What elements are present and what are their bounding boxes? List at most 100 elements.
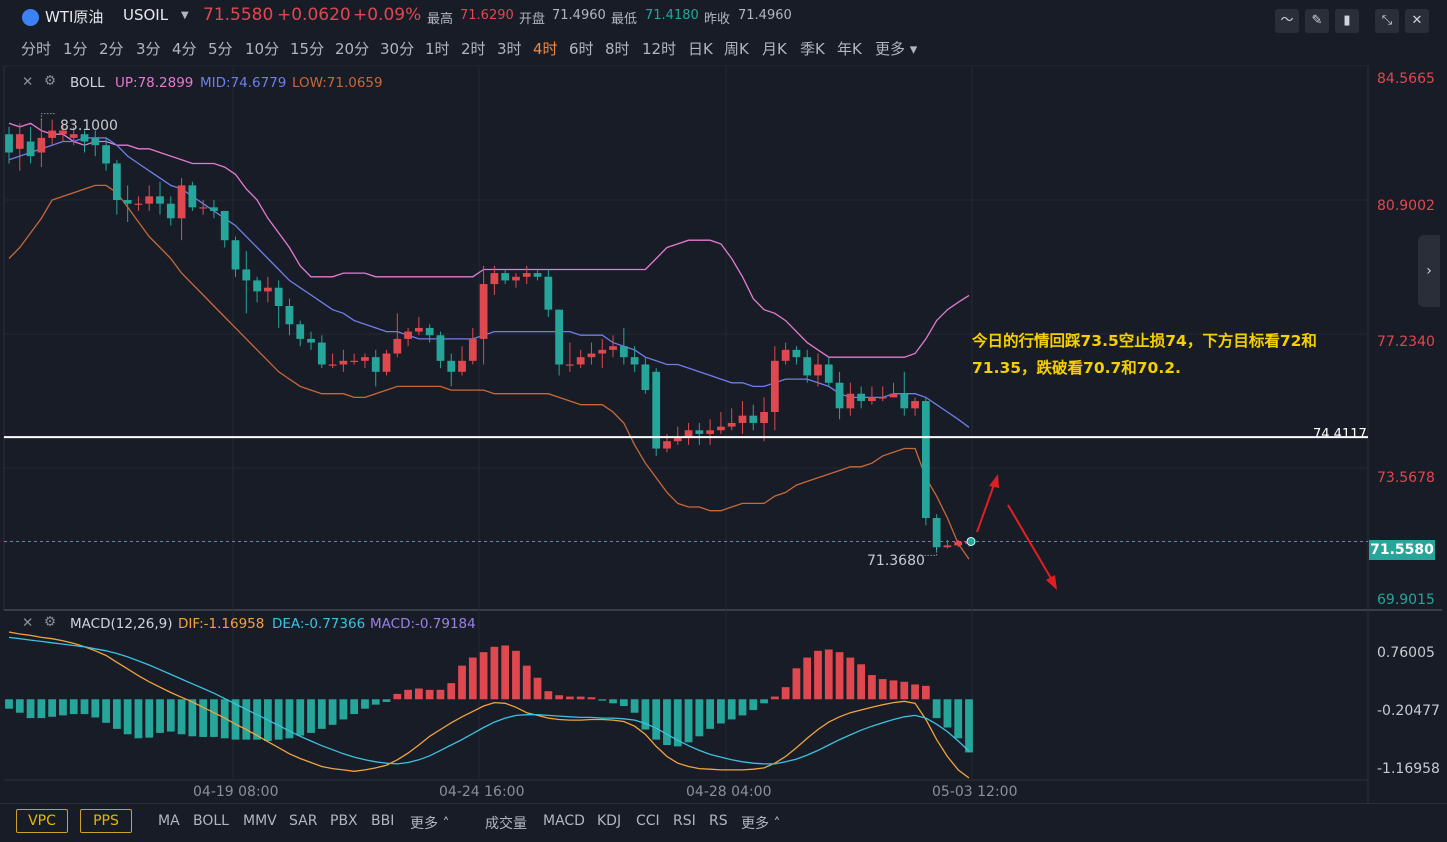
boll-settings-icon[interactable]: ⚙ (44, 73, 57, 89)
macd-histogram-bar (328, 699, 337, 725)
main-indicator-item[interactable]: BOLL (193, 813, 229, 829)
boll-close-icon[interactable]: ✕ (22, 74, 34, 90)
candle-body (738, 415, 747, 423)
macd-settings-icon[interactable]: ⚙ (44, 614, 57, 630)
main-indicator-item[interactable]: PBX (330, 813, 358, 829)
macd-histogram-bar (738, 699, 747, 716)
date-label: 04-28 04:00 (686, 784, 772, 800)
draw-tool-icon[interactable]: ✎ (1305, 9, 1329, 33)
candle-style-icon[interactable]: ▮ (1335, 9, 1359, 33)
side-panel-toggle[interactable]: › (1418, 235, 1440, 307)
candle-body (242, 269, 251, 281)
timeframe-option[interactable]: 3分 (136, 40, 161, 58)
timeframe-option[interactable]: 日K (688, 40, 713, 58)
sub-indicator-item[interactable]: CCI (636, 813, 660, 829)
timeframe-option[interactable]: 4分 (172, 40, 197, 58)
candle-body (80, 134, 89, 142)
macd-histogram-bar (943, 699, 952, 728)
timeframe-option[interactable]: 8时 (605, 40, 630, 58)
timeframe-option[interactable]: 4时 (533, 40, 558, 58)
timeframe-option[interactable]: 5分 (208, 40, 233, 58)
timeframe-option[interactable]: 20分 (335, 40, 370, 58)
timeframe-option[interactable]: 30分 (380, 40, 415, 58)
timeframe-option[interactable]: 15分 (290, 40, 325, 58)
symbol-code[interactable]: USOIL (123, 6, 169, 24)
low-label: 最低 (611, 12, 638, 27)
timeframe-option[interactable]: 12时 (642, 40, 677, 58)
prev-close-label: 昨收 (704, 12, 731, 27)
sub-indicator-item[interactable]: KDJ (597, 813, 622, 829)
symbol-name[interactable]: WTI原油 (45, 8, 104, 26)
fullscreen-icon[interactable]: ⤡ (1375, 9, 1399, 33)
sub-indicator-item[interactable]: 成交量 (485, 816, 527, 832)
macd-close-icon[interactable]: ✕ (22, 615, 34, 631)
macd-histogram-bar (350, 699, 359, 715)
boll-up-value: UP:78.2899 (115, 75, 194, 91)
candle-body (350, 360, 359, 363)
price-axis-label: 69.9015 (1377, 592, 1435, 608)
current-price-dot (966, 536, 976, 546)
chevron-right-icon: › (1426, 263, 1432, 279)
macd-histogram-bar (425, 689, 434, 700)
symbol-icon (22, 9, 39, 26)
candle-body (921, 401, 930, 518)
candle-body (555, 309, 563, 365)
boll-name: BOLL (70, 75, 105, 91)
timeframe-option[interactable]: 3时 (497, 40, 522, 58)
sub-indicator-item[interactable]: RSI (673, 813, 696, 829)
boll-low-value: LOW:71.0659 (292, 75, 383, 91)
macd-histogram-bar (59, 699, 67, 716)
timeframe-option[interactable]: 季K (800, 40, 825, 58)
candle-body (641, 364, 650, 391)
macd-histogram-bar (15, 699, 24, 713)
sub-indicator-item[interactable]: 更多 ˄ (741, 816, 781, 832)
timeframe-option[interactable]: 1分 (63, 40, 88, 58)
main-indicator-item[interactable]: SAR (289, 813, 318, 829)
macd-histogram-bar (393, 693, 402, 700)
timeframe-option[interactable]: 6时 (569, 40, 594, 58)
indicator-bar (0, 803, 1447, 842)
macd-histogram-bar (770, 696, 779, 700)
timeframe-option[interactable]: 更多 ▾ (875, 40, 918, 58)
macd-histogram-bar (134, 699, 143, 739)
sub-indicator-item[interactable]: MACD (543, 813, 585, 829)
close-icon[interactable]: ✕ (1405, 9, 1429, 33)
chart-type-icon[interactable]: 〜 (1275, 9, 1299, 33)
macd-histogram-bar (835, 652, 844, 700)
macd-histogram-bar (717, 699, 725, 724)
timeframe-option[interactable]: 2时 (461, 40, 486, 58)
symbol-dropdown-icon[interactable]: ▼ (181, 10, 189, 21)
main-indicator-item[interactable]: MMV (243, 813, 277, 829)
macd-dea-line (8, 636, 970, 765)
low-marker-label: 71.3680 (867, 553, 925, 569)
macd-histogram-bar (727, 699, 736, 720)
main-indicator-item[interactable]: MA (158, 813, 180, 829)
pps-button[interactable]: PPS (80, 809, 132, 833)
candle-body (630, 357, 639, 365)
candle-body (512, 276, 520, 281)
macd-histogram-bar (317, 699, 326, 729)
macd-histogram-bar (900, 681, 909, 700)
macd-histogram-bar (91, 699, 100, 718)
timeframe-option[interactable]: 分时 (21, 40, 52, 58)
candle-body (878, 397, 887, 399)
timeframe-option[interactable]: 10分 (245, 40, 280, 58)
timeframe-option[interactable]: 1时 (425, 40, 450, 58)
timeframe-option[interactable]: 2分 (99, 40, 124, 58)
vpc-button[interactable]: VPC (16, 809, 68, 833)
annotation-line: 71.35，跌破看70.7和70.2. (972, 359, 1181, 377)
timeframe-option[interactable]: 月K (762, 40, 787, 58)
sub-indicator-item[interactable]: RS (709, 813, 728, 829)
boll-mid-line (8, 137, 970, 428)
candle-body (15, 134, 24, 149)
timeframe-option[interactable]: 年K (837, 40, 862, 58)
last-price: 71.5580 (203, 5, 274, 25)
main-indicator-item[interactable]: 更多 ˄ (410, 816, 450, 832)
macd-histogram-bar (188, 699, 197, 737)
open-label: 开盘 (519, 12, 546, 27)
main-indicator-item[interactable]: BBI (371, 813, 395, 829)
candle-body (857, 393, 866, 402)
timeframe-option[interactable]: 周K (724, 40, 749, 58)
price-axis-label: 80.9002 (1377, 198, 1435, 214)
